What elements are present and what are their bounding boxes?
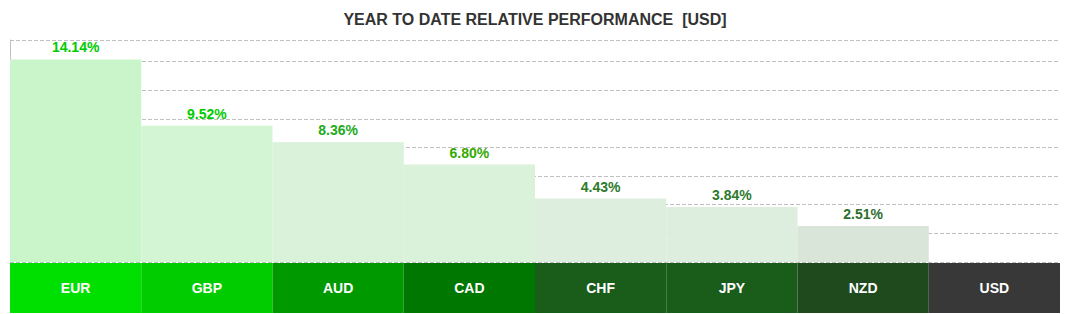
svg-text:8.36%: 8.36% [318, 122, 358, 138]
svg-text:9.52%: 9.52% [187, 106, 227, 122]
svg-text:2.51%: 2.51% [843, 206, 883, 222]
svg-text:AUD: AUD [323, 280, 353, 296]
svg-text:4.43%: 4.43% [581, 179, 621, 195]
svg-text:YEAR TO DATE RELATIVE PERFORMA: YEAR TO DATE RELATIVE PERFORMANCE [USD] [343, 11, 726, 28]
svg-text:3.84%: 3.84% [712, 187, 752, 203]
svg-text:CAD: CAD [454, 280, 484, 296]
svg-text:14.14%: 14.14% [52, 39, 100, 55]
svg-text:EUR: EUR [61, 280, 91, 296]
svg-text:NZD: NZD [849, 280, 878, 296]
svg-text:JPY: JPY [719, 280, 746, 296]
svg-text:CHF: CHF [586, 280, 615, 296]
svg-text:USD: USD [980, 280, 1010, 296]
svg-text:6.80%: 6.80% [450, 145, 490, 161]
svg-text:GBP: GBP [192, 280, 222, 296]
